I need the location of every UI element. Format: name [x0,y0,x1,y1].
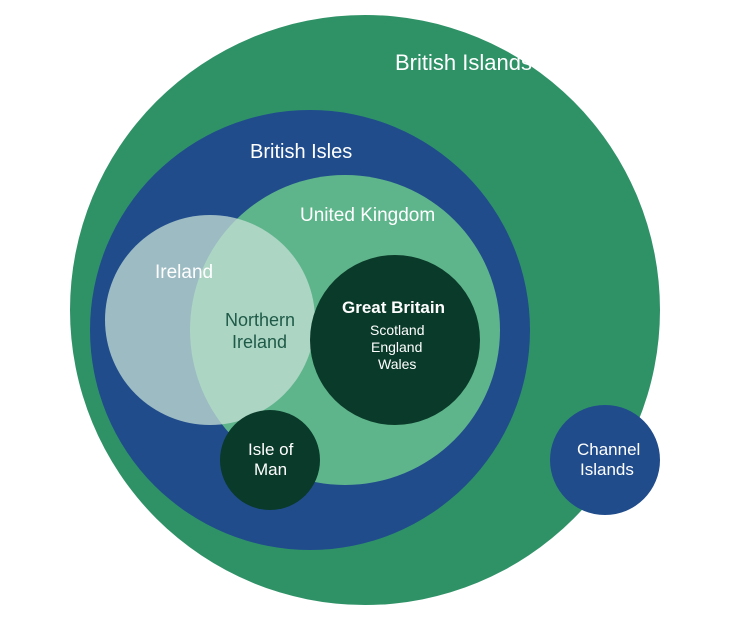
channel-islands-label-line1: Channel [577,440,640,460]
ireland-label: Ireland [155,262,213,285]
great-britain-wales-label: Wales [378,356,416,373]
great-britain-scotland-label: Scotland [370,322,424,339]
northern-ireland-label-line1: Northern [225,310,295,332]
great-britain-label: Great Britain [342,298,445,318]
channel-islands-label-line2: Islands [580,460,634,480]
isle-of-man-label-line1: Isle of [248,440,293,460]
british-isles-label: British Isles [250,140,352,164]
british-islands-label: British Islands [395,50,532,76]
united-kingdom-label: United Kingdom [300,205,435,228]
northern-ireland-label-line2: Ireland [232,332,287,354]
great-britain-england-label: England [371,339,422,356]
isle-of-man-label-line2: Man [254,460,287,480]
